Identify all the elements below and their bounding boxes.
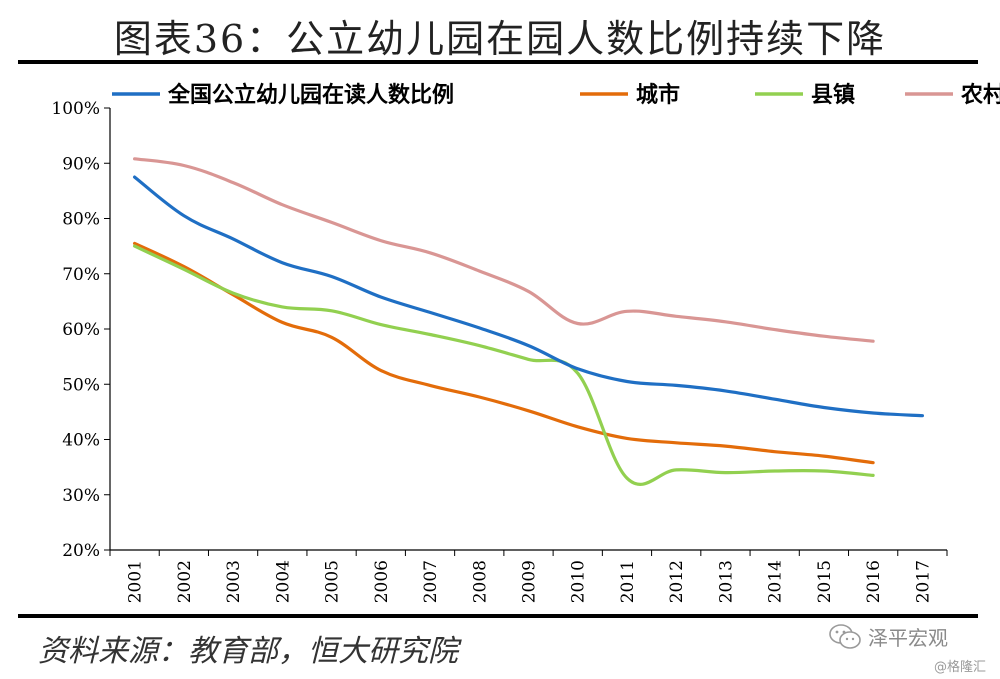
legend-label: 全国公立幼儿园在读人数比例 — [167, 82, 454, 108]
x-tick-label: 2005 — [323, 560, 343, 603]
chart-area: 全国公立幼儿园在读人数比例 城市 县镇 农村 20% 30% 40% 50% 60% 70% 80… — [0, 66, 1000, 611]
y-tick-label: 90% — [62, 154, 100, 174]
x-tick-label: 2004 — [273, 560, 293, 603]
x-tick-label: 2009 — [520, 560, 540, 603]
x-tick-label: 2014 — [766, 560, 786, 603]
y-tick-label: 40% — [62, 431, 100, 451]
line-chart: 全国公立幼儿园在读人数比例 城市 县镇 农村 20% 30% 40% 50% 60% 70% 80… — [51, 82, 1000, 603]
legend-label: 农村 — [960, 82, 1000, 108]
y-tick-label: 70% — [62, 265, 100, 285]
x-tick-label: 2010 — [569, 560, 589, 603]
legend-label: 城市 — [636, 82, 680, 108]
x-tick-label: 2012 — [667, 560, 687, 603]
series-line-2 — [133, 244, 875, 486]
x-tick-label: 2003 — [224, 560, 244, 603]
watermark-brand: 泽平宏观 — [828, 622, 948, 651]
title-divider — [18, 60, 978, 64]
series-line-0 — [133, 175, 924, 418]
series-line-1 — [133, 241, 875, 465]
x-tick-label: 2017 — [913, 560, 933, 603]
x-tick-label: 2016 — [864, 560, 884, 603]
x-tick-label: 2008 — [470, 560, 490, 603]
x-tick-label: 2001 — [126, 560, 146, 603]
x-tick-label: 2011 — [618, 560, 638, 603]
series-lines — [133, 157, 924, 486]
watermark-brand-text: 泽平宏观 — [868, 626, 948, 650]
x-tick-label: 2002 — [175, 560, 195, 603]
x-tick-label: 2006 — [372, 560, 392, 603]
y-tick-label: 30% — [62, 486, 100, 506]
legend: 全国公立幼儿园在读人数比例 城市 县镇 农村 — [112, 82, 1000, 108]
x-tick-label: 2013 — [716, 560, 736, 603]
y-tick-label: 20% — [62, 541, 100, 561]
wechat-icon — [829, 623, 861, 649]
chart-title: 图表36：公立幼儿园在园人数比例持续下降 — [113, 17, 887, 61]
legend-label: 县镇 — [811, 82, 855, 108]
y-tick-label: 60% — [62, 320, 100, 340]
x-tick-label: 2015 — [815, 560, 835, 603]
y-tick-label: 50% — [62, 375, 100, 395]
source-note: 资料来源：教育部，恒大研究院 — [38, 634, 458, 669]
y-tick-label: 100% — [51, 99, 100, 119]
x-tick-label: 2007 — [421, 560, 441, 603]
y-tick-label: 80% — [62, 210, 100, 230]
axes: 20% 30% 40% 50% 60% 70% 80% 90% 100% 2001 2002 2003… — [51, 99, 948, 603]
watermark-sub: @格隆汇 — [933, 660, 986, 675]
footer-divider — [18, 614, 978, 618]
series-line-3 — [133, 157, 875, 343]
